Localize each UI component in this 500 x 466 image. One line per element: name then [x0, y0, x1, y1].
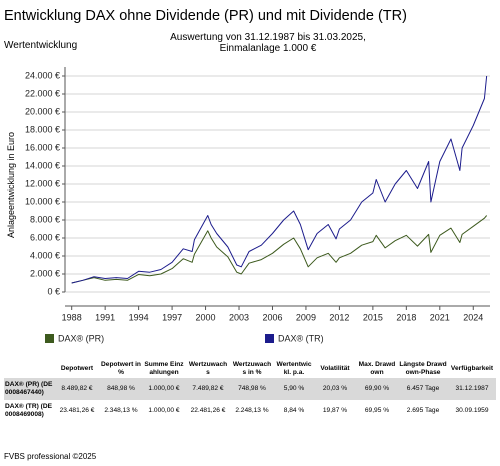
- y-tick-label: 8.000 €: [30, 214, 60, 224]
- y-tick-label: 16.000 €: [25, 142, 60, 152]
- chart-title: Entwicklung DAX ohne Dividende (PR) und …: [4, 8, 407, 24]
- table-cell: 5,90 %: [274, 378, 314, 400]
- x-tick-label: 2021: [430, 312, 450, 322]
- x-tick-label: 2012: [329, 312, 349, 322]
- section-label: Wertentwicklung: [4, 40, 77, 51]
- series-line: [71, 75, 488, 284]
- header-row: Depotwert Depotwert in % Summe Einzahlunge…: [4, 360, 496, 378]
- table-cell: 31.12.1987: [448, 378, 496, 400]
- table-cell: 2.248,13 %: [235, 407, 269, 414]
- header-cell: Max. Drawdown: [358, 361, 396, 376]
- y-tick-label: 4.000 €: [30, 250, 60, 260]
- x-tick-label: 1994: [129, 312, 149, 322]
- header-cell: Summe Einzahlungen: [144, 361, 184, 376]
- y-tick-label: 10.000 €: [25, 196, 60, 206]
- header-cell: Wertzuwachs: [188, 361, 228, 376]
- x-tick-label: 1997: [162, 312, 182, 322]
- table-cell: 69,90 %: [356, 378, 398, 400]
- header-cell: Wertzuwachs in %: [232, 361, 272, 376]
- x-tick-label: 2015: [363, 312, 383, 322]
- table-cell: 19,87 %: [322, 407, 348, 414]
- y-tick-label: 20.000 €: [25, 106, 60, 116]
- table-cell: 2.695 Tage: [406, 407, 440, 414]
- summary-table: Depotwert Depotwert in % Summe Einzahlunge…: [4, 360, 496, 422]
- table-cell: 23.481,26 €: [59, 407, 95, 414]
- y-tick-label: 2.000 €: [30, 268, 60, 278]
- chart: Entwicklung DAX ohne Dividende (PR) und …: [4, 8, 490, 343]
- table-cell: 8.489,82 €: [54, 378, 100, 400]
- table-cell: 69,95 %: [364, 407, 390, 414]
- x-tick-label: 2000: [196, 312, 216, 322]
- x-tick-label: 2009: [296, 312, 316, 322]
- table-cell: 8,84 %: [283, 407, 305, 414]
- y-tick-label: 24.000 €: [25, 70, 60, 80]
- footer: FVBS professional ©2025: [4, 452, 97, 461]
- y-tick-label: 22.000 €: [25, 88, 60, 98]
- table-cell: DAX® (PR) (DE0008467440): [4, 378, 54, 400]
- x-tick-label: 2018: [396, 312, 416, 322]
- header-cell: Depotwert in %: [101, 361, 141, 376]
- table-cell: 20,03 %: [314, 378, 356, 400]
- table-cell: 22.481,26 €: [190, 407, 226, 414]
- table-cell: 1.000,00 €: [142, 378, 186, 400]
- header-cell: Depotwert: [60, 365, 94, 372]
- legend-swatch: [45, 334, 54, 343]
- table-cell: 1.000,00 €: [148, 407, 180, 414]
- header-cell: Verfügbarkeit: [450, 365, 494, 372]
- y-axis-label: Anlageentwicklung in Euro: [6, 132, 16, 238]
- legend-swatch: [265, 334, 274, 343]
- table-cell: 848,98 %: [100, 378, 142, 400]
- series-line: [71, 215, 488, 284]
- x-tick-label: 2003: [229, 312, 249, 322]
- y-tick-label: 14.000 €: [25, 160, 60, 170]
- header-cell: Längste Drawdown-Phase: [399, 361, 447, 376]
- header-cell: Wertentwickl. p.a.: [276, 361, 312, 376]
- x-tick-label: 1991: [95, 312, 115, 322]
- y-tick-label: 12.000 €: [25, 178, 60, 188]
- table-cell: 2.348,13 %: [104, 407, 138, 414]
- header-cell: [4, 360, 54, 378]
- y-tick-label: 6.000 €: [30, 232, 60, 242]
- x-tick-label: 2006: [262, 312, 282, 322]
- table-row: DAX® (TR) (DE0008469008) 23.481,26 € 2.348…: [4, 400, 496, 422]
- table-cell: 748,98 %: [230, 378, 274, 400]
- table-cell: 30.09.1959: [455, 407, 489, 414]
- legend-label: DAX® (TR): [278, 333, 324, 343]
- x-tick-label: 1988: [62, 312, 82, 322]
- header-cell: Volatilität: [320, 365, 350, 372]
- y-tick-label: 0 €: [47, 286, 60, 296]
- x-tick-label: 2024: [463, 312, 483, 322]
- legend-label: DAX® (PR): [58, 333, 104, 343]
- table-row: DAX® (PR) (DE0008467440) 8.489,82 €848,98…: [4, 378, 496, 400]
- table-cell: 6.457 Tage: [398, 378, 448, 400]
- y-tick-label: 18.000 €: [25, 124, 60, 134]
- subtitle: Auswertung von 31.12.1987 bis 31.03.2025…: [170, 32, 366, 43]
- table-cell: DAX® (TR) (DE0008469008): [5, 403, 52, 418]
- subtitle: Einmalanlage 1.000 €: [220, 43, 317, 54]
- table-cell: 7.489,82 €: [186, 378, 230, 400]
